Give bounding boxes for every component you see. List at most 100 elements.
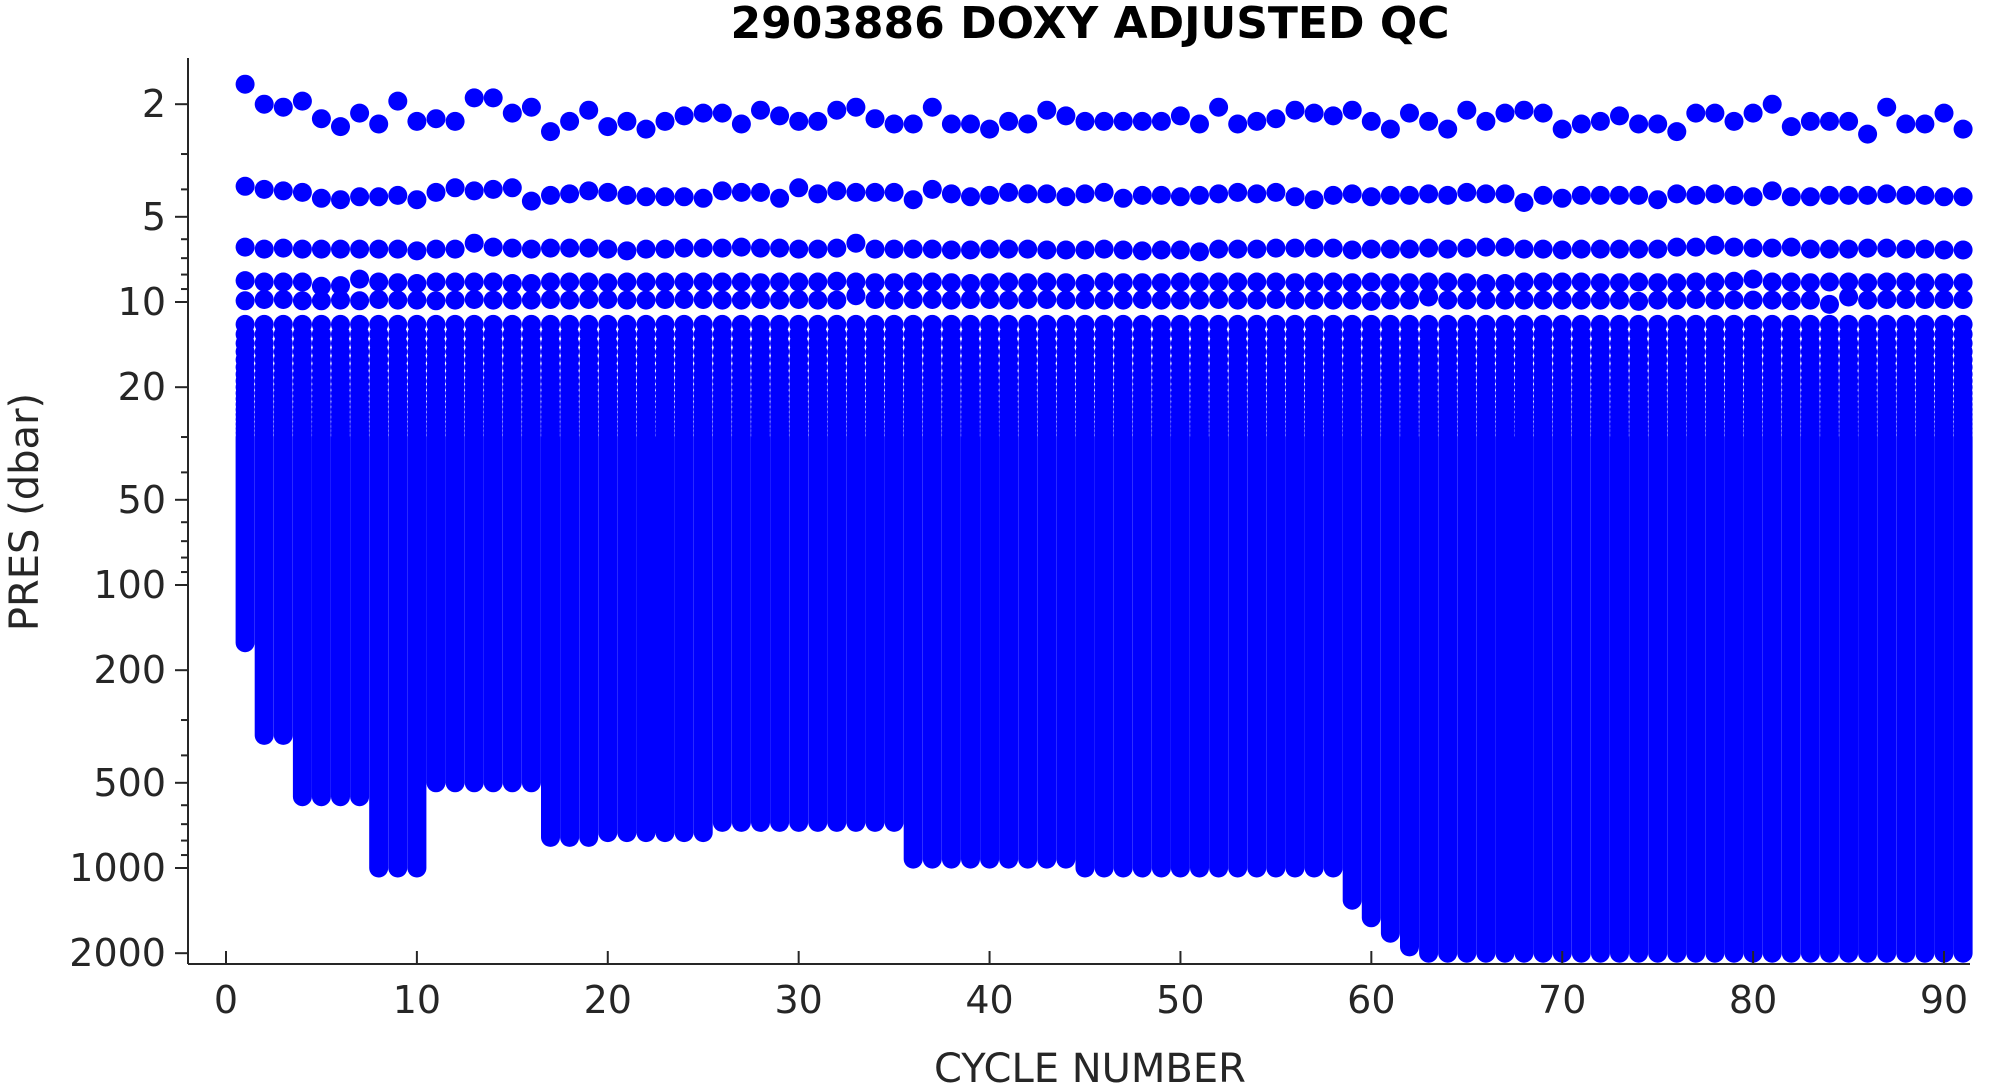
cycle-14-profile: [483, 88, 503, 793]
data-point: [502, 290, 522, 310]
data-point: [1781, 117, 1801, 137]
data-point: [1743, 103, 1763, 123]
dense-profile-points: [1285, 427, 1305, 878]
data-point: [369, 272, 389, 292]
data-point: [789, 178, 809, 198]
x-tick-label: 40: [965, 978, 1013, 1022]
data-point: [1686, 185, 1706, 205]
dense-profile-points: [770, 427, 790, 832]
data-point: [1170, 290, 1190, 310]
cycle-89-profile: [1915, 114, 1935, 963]
cycle-69-profile: [1533, 103, 1553, 963]
data-point: [808, 111, 828, 131]
data-point: [903, 114, 923, 134]
data-point: [770, 272, 790, 292]
data-point: [1170, 106, 1190, 126]
data-point: [483, 272, 503, 292]
data-point: [1438, 272, 1458, 292]
cycle-21-profile: [617, 111, 637, 843]
data-point: [1190, 272, 1209, 292]
data-point: [1266, 272, 1286, 292]
data-point: [464, 88, 484, 108]
data-point: [1094, 239, 1114, 259]
chart-title: 2903886 DOXY ADJUSTED QC: [730, 0, 1449, 49]
dense-profile-points: [1629, 427, 1649, 963]
data-point: [1877, 97, 1897, 117]
data-point: [903, 239, 923, 259]
data-point: [674, 106, 694, 126]
data-point: [1056, 106, 1076, 126]
dense-profile-points: [1457, 427, 1477, 963]
data-point: [693, 238, 713, 258]
data-point: [1342, 240, 1362, 260]
data-point: [693, 103, 713, 123]
cycle-67-profile: [1495, 103, 1515, 963]
data-point: [1839, 272, 1859, 292]
data-point: [941, 184, 961, 204]
data-point: [1896, 272, 1916, 292]
data-point: [884, 239, 904, 259]
data-point: [1590, 273, 1610, 293]
cycle-56-profile: [1285, 100, 1305, 878]
dense-profile-points: [1686, 427, 1706, 963]
data-point: [1075, 290, 1095, 310]
data-point: [980, 290, 1000, 309]
cycle-61-profile: [1380, 119, 1400, 943]
data-point: [712, 290, 732, 310]
data-point: [903, 290, 923, 309]
dense-profile-points: [751, 427, 770, 832]
data-point: [1266, 109, 1286, 129]
cycle-12-profile: [445, 111, 465, 793]
y-tick-label: 1000: [69, 846, 166, 890]
cycle-29-profile: [770, 106, 790, 832]
data-point: [445, 111, 465, 131]
data-point: [941, 290, 961, 310]
data-point: [1438, 119, 1458, 139]
cycle-57-profile: [1304, 103, 1324, 878]
dense-profile-points: [598, 427, 618, 843]
data-point: [1247, 184, 1267, 204]
cycle-63-profile: [1419, 111, 1439, 963]
dense-profile-points: [331, 427, 350, 807]
cycle-68-profile: [1514, 100, 1534, 963]
data-point: [712, 238, 732, 258]
data-point: [1686, 103, 1706, 123]
cycle-83-profile: [1800, 111, 1820, 963]
data-point: [1170, 240, 1190, 260]
data-point: [1018, 290, 1038, 309]
data-point: [1209, 272, 1229, 292]
data-point: [1457, 182, 1477, 202]
cycle-10-profile: [407, 111, 427, 878]
dense-profile-points: [1228, 427, 1248, 878]
data-point: [1056, 290, 1076, 310]
dense-profile-points: [999, 427, 1019, 869]
data-point: [1457, 290, 1477, 310]
data-point: [1953, 187, 1973, 207]
data-point: [1667, 122, 1687, 142]
dense-profile-points: [1590, 427, 1610, 963]
data-point: [1629, 291, 1649, 311]
dense-profile-points: [483, 427, 503, 793]
cycle-66-profile: [1476, 111, 1496, 963]
dense-profile-points: [521, 427, 541, 793]
cycle-51-profile: [1190, 114, 1209, 878]
dense-profile-points: [464, 427, 484, 793]
data-point: [1667, 273, 1687, 293]
data-point: [674, 187, 694, 207]
data-point: [617, 185, 637, 205]
data-point: [407, 111, 427, 131]
data-point: [961, 187, 980, 207]
data-point: [1800, 290, 1820, 310]
data-point: [350, 239, 370, 259]
data-point: [1094, 111, 1114, 131]
data-point: [388, 91, 408, 111]
data-point: [311, 291, 331, 311]
dense-profile-points: [541, 427, 560, 847]
dense-profile-points: [1056, 427, 1076, 869]
data-point: [1380, 290, 1400, 310]
data-point: [731, 182, 751, 202]
data-point: [254, 239, 274, 259]
data-point: [1877, 290, 1897, 309]
data-point: [1820, 294, 1839, 314]
data-point: [1361, 239, 1381, 259]
